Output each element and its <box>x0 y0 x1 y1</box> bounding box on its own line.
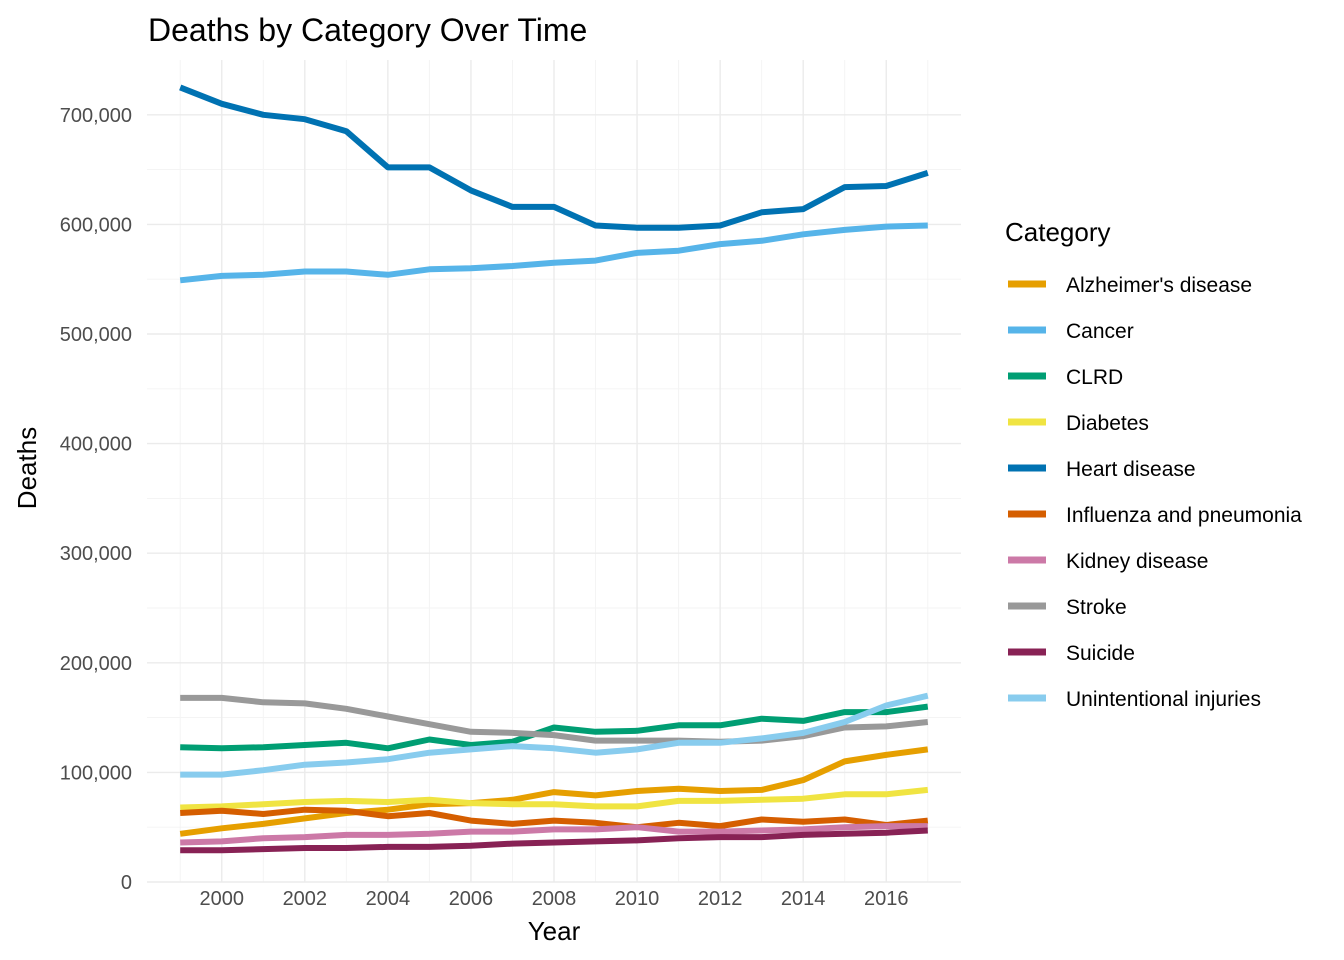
legend-label: Cancer <box>1066 320 1134 343</box>
x-tick-label: 2004 <box>366 888 411 910</box>
x-tick-label: 2014 <box>781 888 826 910</box>
grid <box>147 60 961 883</box>
y-tick-label: 0 <box>121 872 132 894</box>
y-tick-label: 500,000 <box>60 324 132 346</box>
legend-label: Kidney disease <box>1066 550 1208 573</box>
legend-label: Diabetes <box>1066 412 1149 435</box>
legend-label: Influenza and pneumonia <box>1066 504 1302 527</box>
series-line <box>179 84 929 231</box>
x-tick-label: 2008 <box>532 888 577 910</box>
legend-label: Stroke <box>1066 596 1127 619</box>
legend-label: CLRD <box>1066 366 1123 389</box>
series-line <box>179 222 928 284</box>
series-line <box>180 694 929 745</box>
legend: Category Alzheimer's disease Cancer CLRD Di… <box>1005 217 1302 711</box>
legend-label: Unintentional injuries <box>1066 688 1261 711</box>
y-axis-ticks: 0 100,000 200,000 300,000 400,000 500,000 600,… <box>60 105 132 894</box>
y-tick-label: 600,000 <box>60 214 132 236</box>
x-axis-ticks: 2000 2002 2004 2006 2008 2010 2012 2014 2016 <box>200 888 909 910</box>
x-axis-title: Year <box>528 916 581 946</box>
x-tick-label: 2010 <box>615 888 660 910</box>
x-tick-label: 2002 <box>283 888 328 910</box>
y-axis-title: Deaths <box>12 427 42 509</box>
series-line <box>180 692 929 778</box>
series-layer <box>179 84 929 854</box>
y-tick-label: 200,000 <box>60 653 132 675</box>
y-tick-label: 300,000 <box>60 543 132 565</box>
x-tick-label: 2016 <box>864 888 909 910</box>
legend-label: Suicide <box>1066 642 1135 665</box>
series-line <box>180 703 929 752</box>
legend-label: Heart disease <box>1066 458 1196 481</box>
x-tick-label: 2000 <box>200 888 245 910</box>
y-tick-label: 100,000 <box>60 762 132 784</box>
chart-title: Deaths by Category Over Time <box>148 12 587 48</box>
series-line <box>180 806 929 831</box>
y-tick-label: 700,000 <box>60 105 132 127</box>
series-line <box>180 823 928 846</box>
series-line <box>180 786 929 811</box>
x-tick-label: 2006 <box>449 888 494 910</box>
legend-label: Alzheimer's disease <box>1066 274 1252 297</box>
y-tick-label: 400,000 <box>60 434 132 456</box>
series-line <box>179 746 929 837</box>
x-tick-label: 2012 <box>698 888 743 910</box>
legend-title: Category <box>1005 217 1111 247</box>
series-line <box>180 827 928 854</box>
